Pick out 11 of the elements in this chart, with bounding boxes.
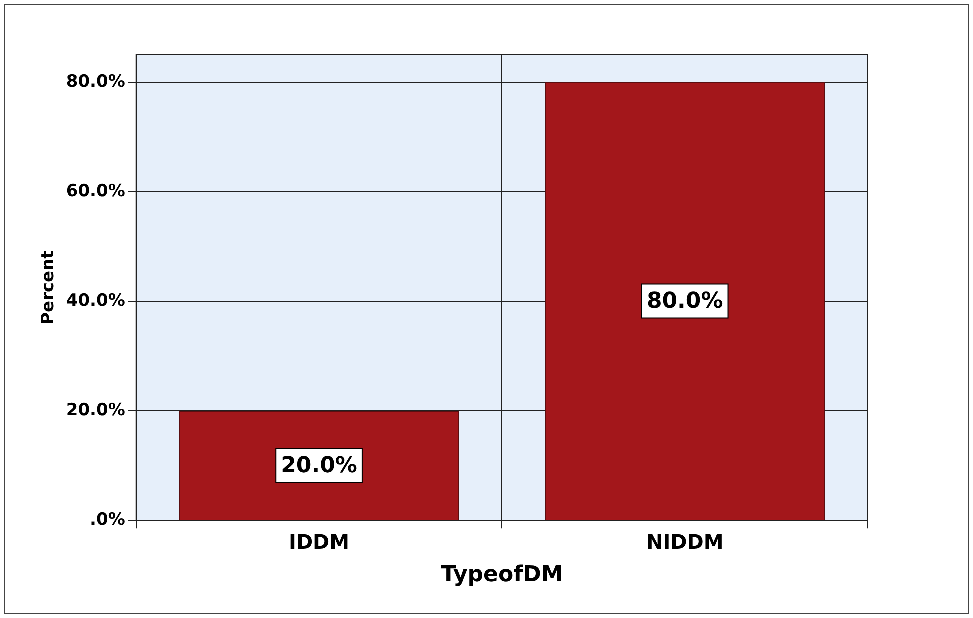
x-axis-title: TypeofDM <box>441 562 564 588</box>
y-tick-label: .0% <box>90 510 126 530</box>
x-tick-label: IDDM <box>289 530 350 554</box>
y-tick-label: 20.0% <box>66 400 126 420</box>
data-label: 20.0% <box>281 453 358 478</box>
y-axis-title: Percent <box>38 250 59 325</box>
y-tick-label: 60.0% <box>66 181 126 202</box>
y-tick-label: 80.0% <box>66 72 126 92</box>
y-tick-label: 40.0% <box>66 290 126 311</box>
data-label: 80.0% <box>646 288 724 314</box>
x-tick-label: NIDDM <box>646 530 724 554</box>
